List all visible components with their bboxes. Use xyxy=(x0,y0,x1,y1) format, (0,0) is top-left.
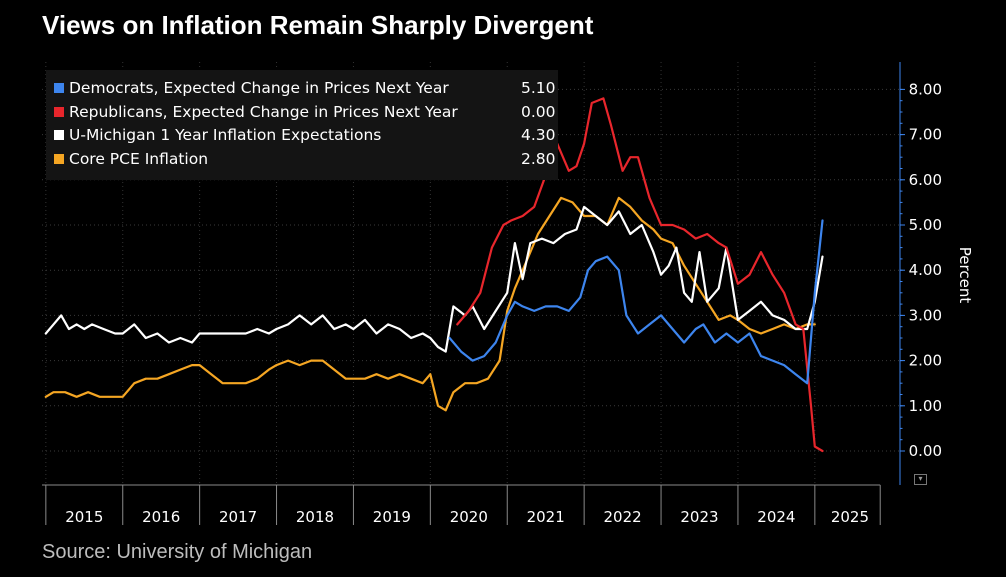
x-tick-label: 2021 xyxy=(527,508,565,526)
x-tick-label: 2022 xyxy=(604,508,642,526)
source-note: Source: University of Michigan xyxy=(42,541,313,563)
x-tick-label: 2016 xyxy=(142,508,180,526)
y-tick-label: 8.00 xyxy=(909,80,942,98)
series-layer xyxy=(44,97,824,453)
y-tick-label: 7.00 xyxy=(909,126,942,144)
axis-layer: 0.00 1.00 2.00 3.00 4.00 5.00 6.00 7.00 8.00 2015… xyxy=(42,62,942,526)
chart-title: Views on Inflation Remain Sharply Diverg… xyxy=(42,10,594,40)
legend-label: U-Michigan 1 Year Inflation Expectations xyxy=(69,126,382,144)
legend-value: 0.00 xyxy=(521,102,556,121)
y-tick-label: 4.00 xyxy=(909,261,942,279)
y-tick-label: 3.00 xyxy=(909,306,942,324)
series-line xyxy=(44,205,824,353)
legend-swatch xyxy=(54,83,64,93)
x-tick-label: 2017 xyxy=(219,508,257,526)
y-tick-label: 2.00 xyxy=(909,352,942,370)
legend-label: Republicans, Expected Change in Prices N… xyxy=(69,102,458,121)
legend-label: Democrats, Expected Change in Prices Nex… xyxy=(69,79,449,97)
y-tick-label: 0.00 xyxy=(909,442,942,460)
x-tick-label: 2023 xyxy=(680,508,718,526)
series-line xyxy=(44,196,816,412)
legend-swatch xyxy=(54,106,64,117)
y-axis-label: Percent xyxy=(956,247,974,304)
y-tick-label: 1.00 xyxy=(909,397,942,415)
x-tick-label: 2018 xyxy=(296,508,334,526)
series-line xyxy=(448,219,824,385)
x-tick-label: 2020 xyxy=(450,508,488,526)
legend-swatch xyxy=(54,130,64,140)
legend-value: 5.10 xyxy=(521,79,556,97)
series-line xyxy=(456,97,824,453)
x-tick-label: 2015 xyxy=(65,508,103,526)
x-tick-label: 2019 xyxy=(373,508,411,526)
expand-icon[interactable]: ▾ xyxy=(914,474,927,485)
legend-value: 4.30 xyxy=(521,126,556,144)
legend-swatch xyxy=(54,153,64,164)
legend-label: Core PCE Inflation xyxy=(69,149,209,168)
legend: Democrats, Expected Change in Prices Nex… xyxy=(46,70,558,180)
y-tick-label: 6.00 xyxy=(909,171,942,189)
y-tick-label: 5.00 xyxy=(909,216,942,234)
legend-value: 2.80 xyxy=(521,149,556,168)
x-tick-label: 2024 xyxy=(757,508,795,526)
x-tick-label: 2025 xyxy=(831,508,869,526)
